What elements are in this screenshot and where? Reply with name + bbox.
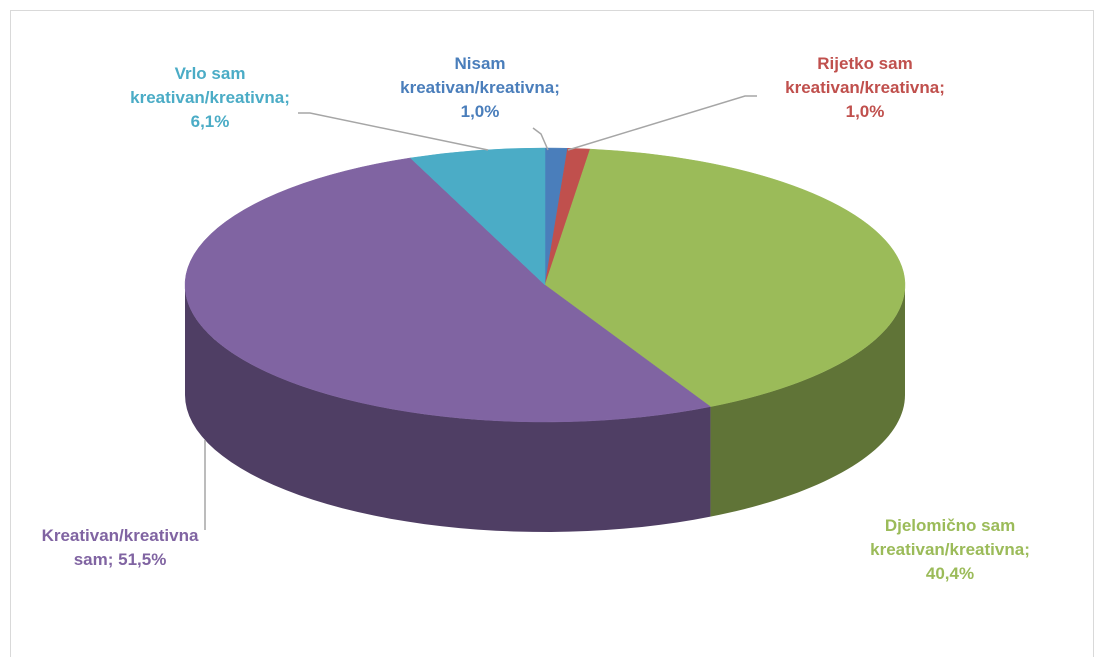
data-label: Rijetko sam kreativan/kreativna; 1,0% — [785, 52, 945, 124]
label-category: Nisam kreativan/kreativna — [400, 54, 555, 97]
leader-lines — [204, 95, 757, 530]
data-label: Nisam kreativan/kreativna; 1,0% — [400, 52, 560, 124]
data-label: Kreativan/kreativna sam; 51,5% — [40, 524, 200, 572]
label-separator: ; — [939, 78, 945, 97]
label-category: Kreativan/kreativna sam — [41, 526, 199, 569]
label-value: 1,0% — [845, 102, 885, 121]
slice — [409, 147, 546, 286]
leader-line — [298, 112, 489, 151]
pie — [184, 147, 906, 532]
label-value: 6,1% — [190, 112, 230, 131]
leader-line — [567, 95, 757, 151]
chart-border — [10, 10, 1094, 657]
label-separator: ; — [107, 550, 119, 569]
label-value: 40,4% — [925, 564, 975, 583]
label-category: Vrlo sam kreativan/kreativna — [130, 64, 285, 107]
leader-line — [532, 127, 549, 151]
slice-side — [710, 285, 905, 517]
data-label: Djelomično sam kreativan/kreativna; 40,4… — [870, 514, 1030, 586]
slice-side — [185, 285, 711, 532]
slice — [184, 157, 712, 423]
label-category: Djelomično sam kreativan/kreativna — [870, 516, 1025, 559]
label-separator: ; — [284, 88, 290, 107]
label-value: 51,5% — [118, 550, 167, 569]
data-label: Vrlo sam kreativan/kreativna; 6,1% — [130, 62, 290, 134]
label-separator: ; — [1024, 540, 1030, 559]
label-separator: ; — [554, 78, 560, 97]
slice — [544, 148, 906, 407]
label-value: 1,0% — [460, 102, 500, 121]
label-category: Rijetko sam kreativan/kreativna — [785, 54, 940, 97]
